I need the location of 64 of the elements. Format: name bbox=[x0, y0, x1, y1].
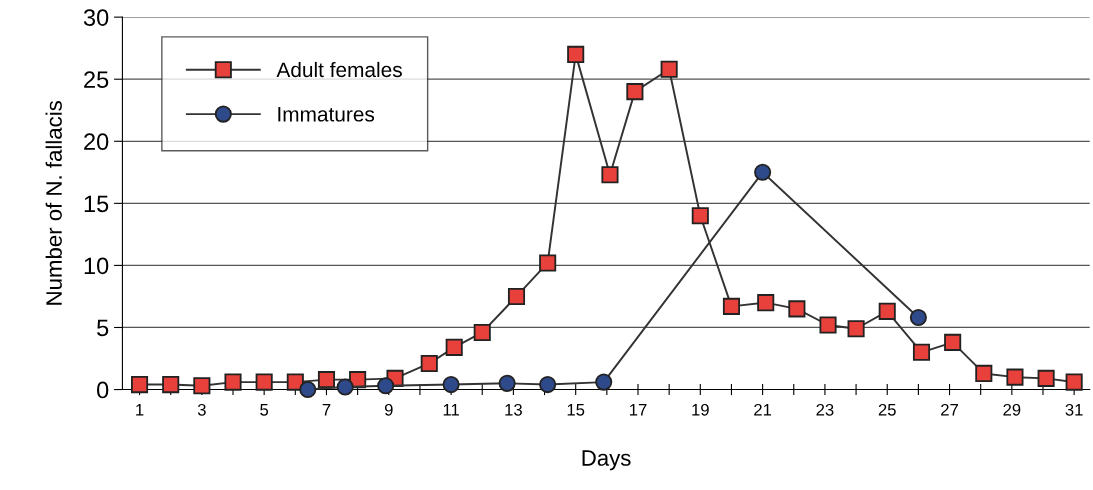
point bbox=[878, 302, 896, 320]
x-tick-label: 17 bbox=[630, 404, 647, 416]
point bbox=[819, 316, 837, 334]
point bbox=[193, 377, 211, 395]
point bbox=[224, 373, 242, 391]
x-tick-label: 21 bbox=[754, 403, 772, 416]
x-tick-label: 27 bbox=[941, 403, 958, 416]
point bbox=[944, 333, 962, 351]
point bbox=[754, 163, 772, 181]
point bbox=[595, 373, 613, 391]
point bbox=[722, 297, 741, 315]
point bbox=[442, 376, 460, 394]
x-tick-label: 1 bbox=[136, 404, 144, 416]
point bbox=[507, 287, 526, 305]
point bbox=[336, 378, 354, 396]
point bbox=[567, 45, 585, 63]
y-tick-label: 0 bbox=[97, 381, 109, 399]
x-tick-label: 9 bbox=[384, 403, 393, 416]
y-tick-label: 30 bbox=[83, 9, 109, 26]
y-tick-label: 5 bbox=[97, 319, 109, 337]
x-tick-label: 15 bbox=[567, 404, 585, 416]
x-tick-label: 7 bbox=[322, 404, 331, 416]
x-tick-label: 31 bbox=[1065, 403, 1083, 416]
point bbox=[757, 294, 775, 312]
x-axis-title: Days bbox=[582, 450, 631, 471]
point bbox=[299, 381, 317, 399]
x-tick-label: 19 bbox=[692, 403, 709, 416]
x-tick-label: 25 bbox=[878, 403, 896, 416]
y-tick-label: 10 bbox=[84, 257, 109, 275]
x-tick-label: 13 bbox=[505, 403, 522, 416]
point bbox=[317, 371, 336, 389]
point bbox=[377, 377, 395, 395]
point bbox=[788, 300, 806, 318]
point bbox=[691, 207, 709, 225]
x-tick-label: 3 bbox=[197, 403, 206, 416]
x-tick-label: 23 bbox=[816, 403, 834, 416]
x-tick-label: 29 bbox=[1003, 403, 1021, 416]
x-tick-label: 11 bbox=[443, 404, 459, 416]
point bbox=[847, 320, 865, 338]
point bbox=[1037, 369, 1055, 387]
point bbox=[162, 376, 180, 394]
point bbox=[131, 376, 149, 394]
point bbox=[975, 364, 993, 382]
point bbox=[420, 354, 438, 373]
point bbox=[498, 374, 516, 392]
y-tick-label: 20 bbox=[84, 133, 109, 151]
y-tick-label: 25 bbox=[84, 71, 109, 88]
point bbox=[660, 60, 678, 78]
point bbox=[1065, 373, 1083, 391]
point bbox=[473, 323, 491, 341]
point bbox=[912, 343, 931, 361]
point bbox=[626, 83, 644, 101]
point bbox=[909, 309, 927, 327]
point bbox=[539, 254, 557, 272]
legend-label: Adult females bbox=[276, 61, 402, 78]
point bbox=[445, 338, 463, 356]
point bbox=[539, 376, 557, 394]
x-tick-label: 5 bbox=[260, 404, 269, 416]
y-tick-label: 15 bbox=[84, 195, 109, 213]
point bbox=[601, 166, 619, 184]
point bbox=[255, 373, 273, 391]
y-axis-title: Number of N. fallacis bbox=[45, 101, 62, 305]
point bbox=[1006, 368, 1024, 386]
legend-label: Immatures bbox=[278, 107, 375, 122]
